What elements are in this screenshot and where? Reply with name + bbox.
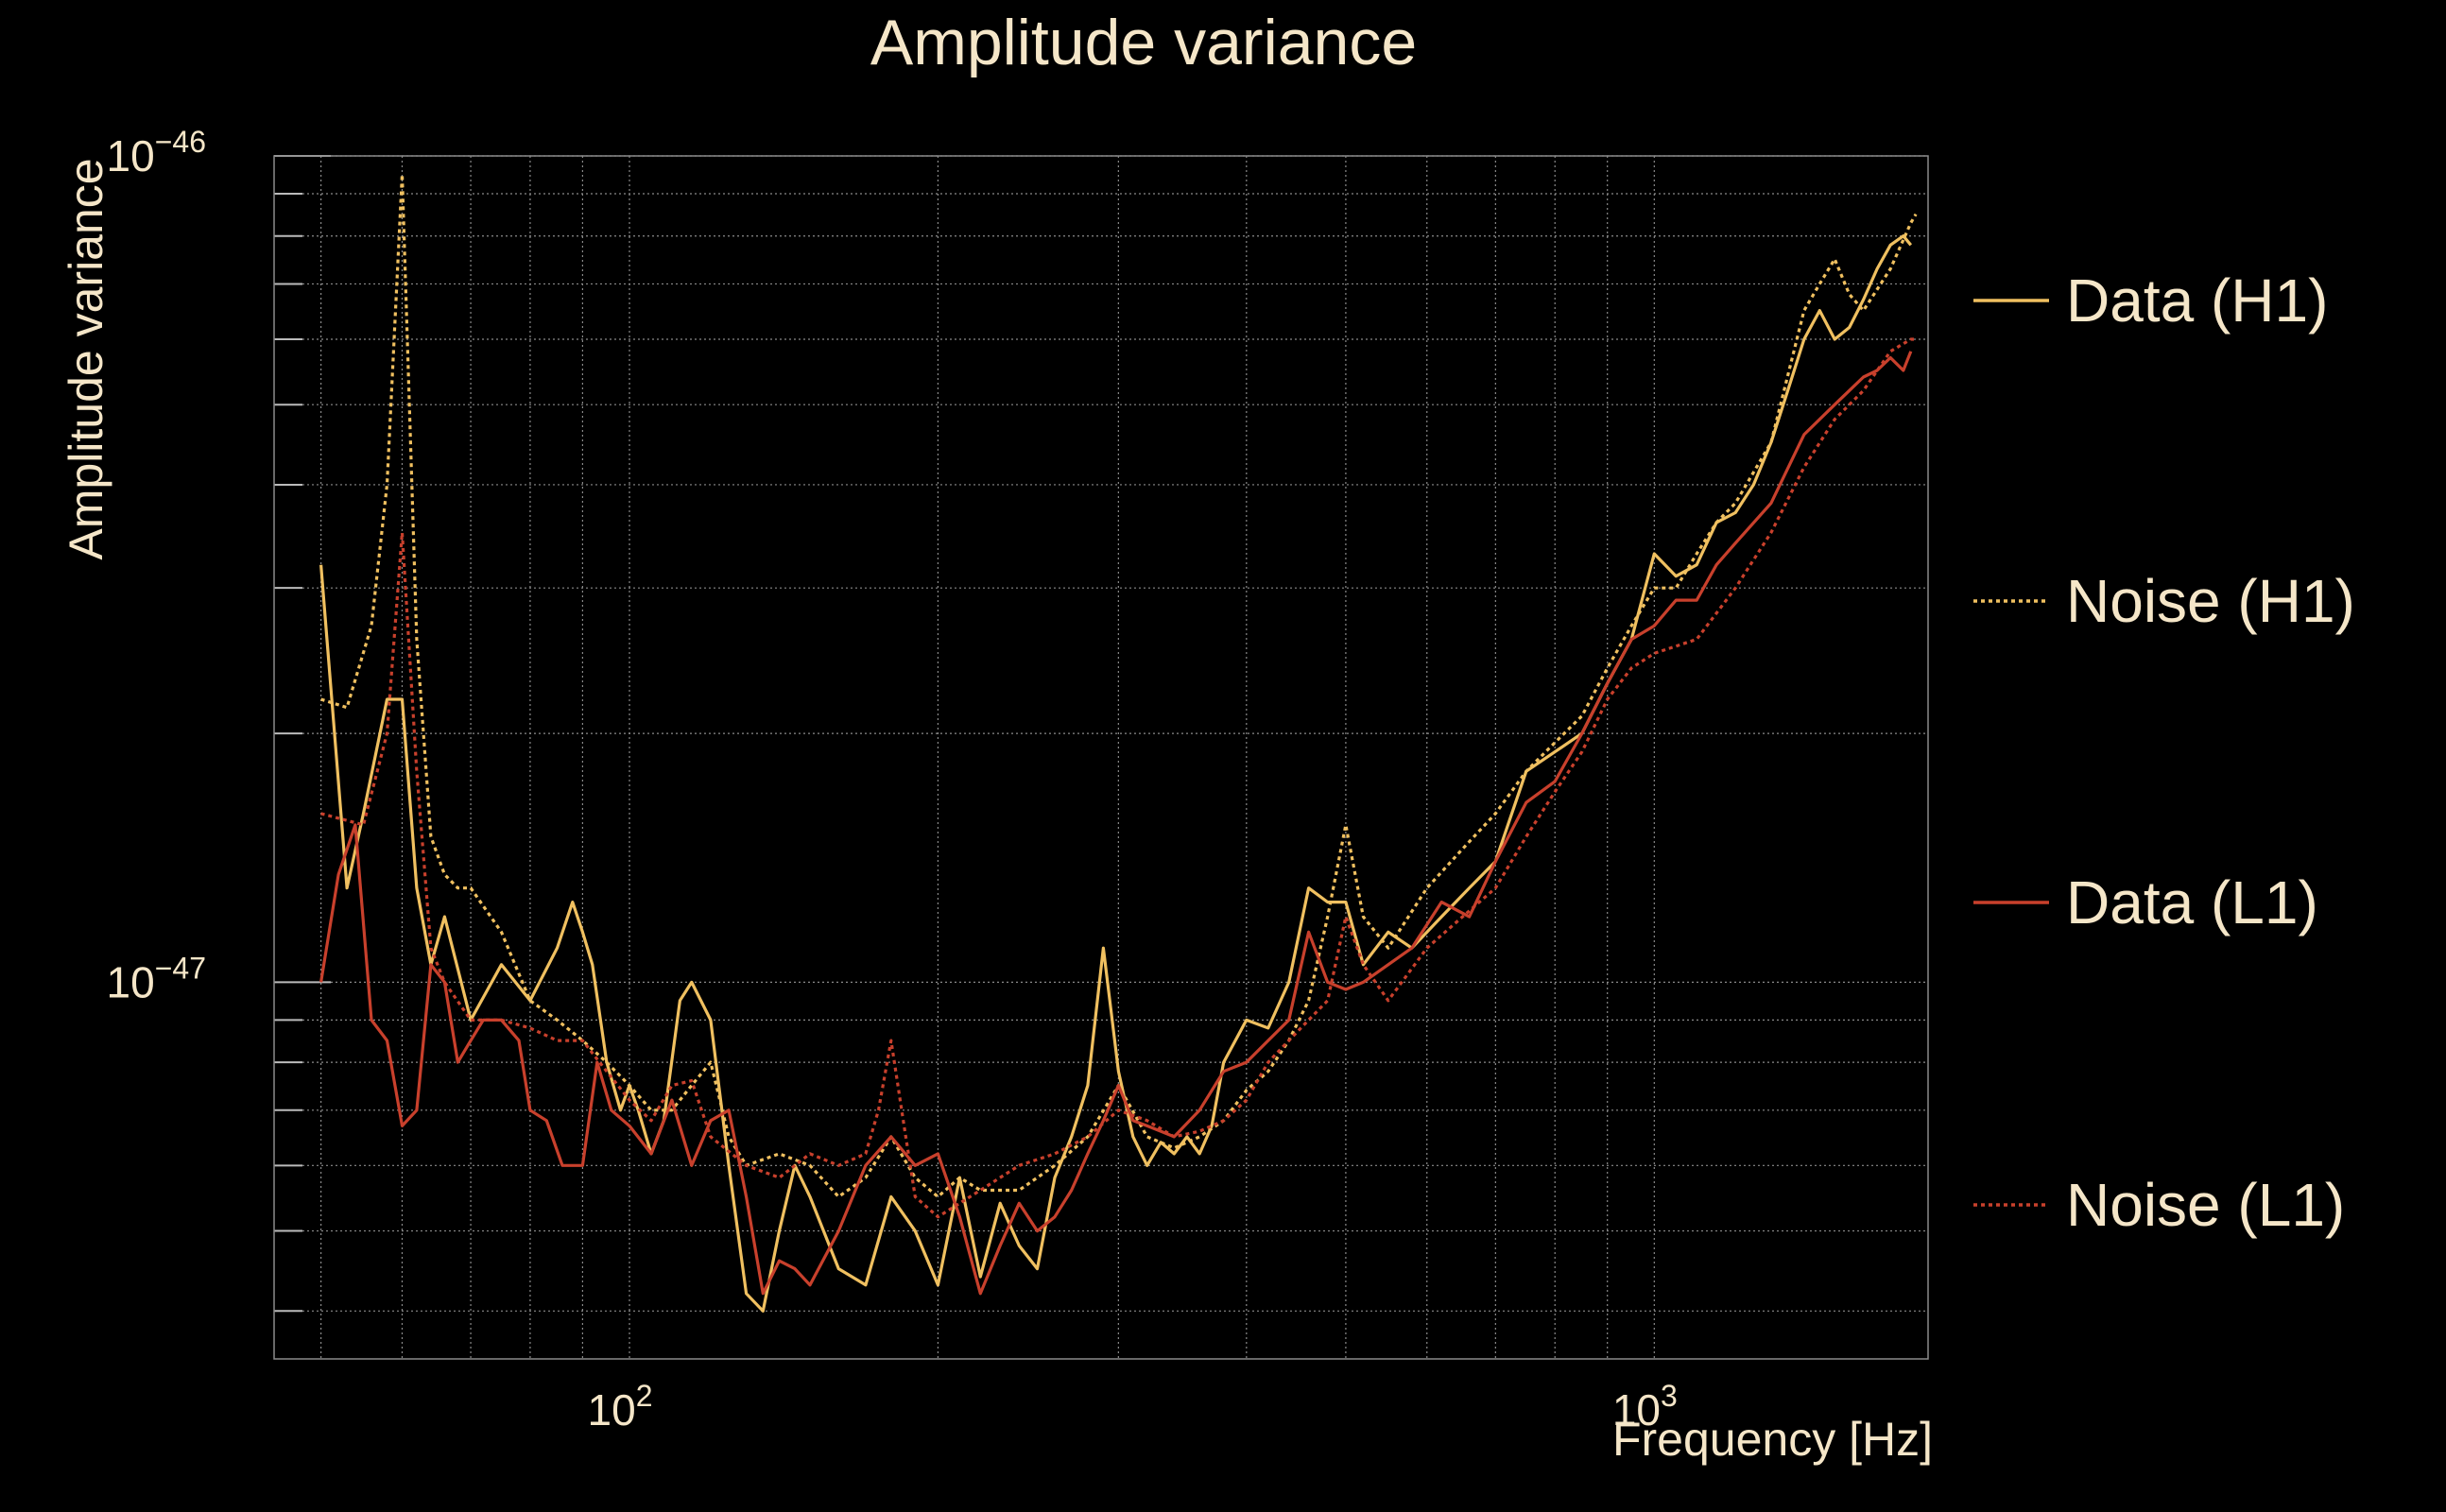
y-axis-label: Amplitude variance [60, 158, 112, 559]
y-tick-label: 10−47 [107, 951, 206, 1006]
chart-title: Amplitude variance [870, 7, 1417, 78]
tick-labels: 102 103 10−47 10−46 [107, 125, 1678, 1435]
series-layer [319, 172, 1918, 1313]
x-tick-label: 102 [588, 1379, 653, 1435]
series-line-3 [319, 351, 1913, 1296]
x-tick-label: 103 [1612, 1379, 1678, 1435]
y-tick-label: 10−46 [107, 125, 206, 180]
plot-frame [273, 155, 1929, 1360]
grid [274, 155, 1928, 1359]
legend-label-2: Noise (H1) [2066, 567, 2355, 635]
legend: Data (H1) Noise (H1) Data (L1) Noise (L1) [1973, 266, 2355, 1239]
series-line-4 [320, 337, 1917, 1219]
legend-label-1: Data (H1) [2066, 266, 2328, 335]
legend-label-4: Noise (L1) [2066, 1171, 2345, 1239]
series-line-1 [319, 234, 1913, 1313]
x-axis-label: Frequency [Hz] [1612, 1413, 1933, 1466]
legend-label-3: Data (L1) [2066, 868, 2318, 936]
